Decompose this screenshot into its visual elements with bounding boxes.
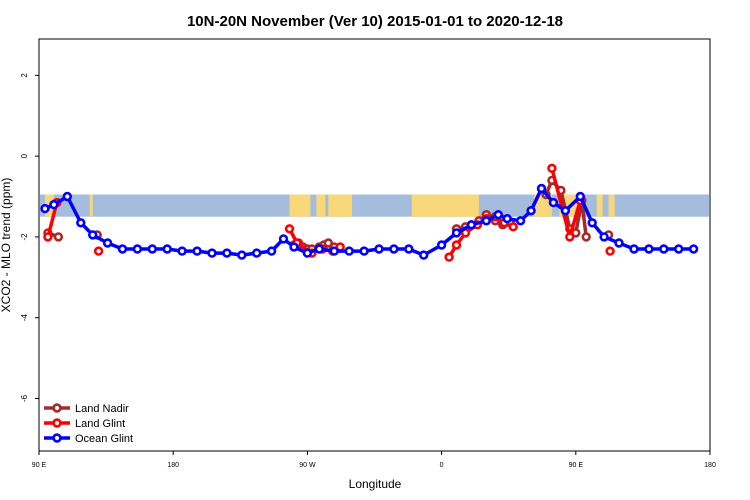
data-point [278,234,289,244]
data-point [659,244,669,254]
data-point [289,242,299,252]
data-point [548,197,559,208]
legend-marker [52,433,62,443]
data-point [419,250,429,260]
data-point [192,246,202,256]
data-point [688,244,699,254]
data-point [62,191,73,202]
land-segment-4 [328,194,353,217]
map-band [40,194,709,217]
x-tick-label: 180 [167,462,179,469]
data-point [329,246,339,256]
data-point [444,252,454,262]
data-point [515,216,526,226]
data-point [323,238,333,248]
legend: Land Nadir Land Glint Ocean Glint [44,403,133,445]
data-point [162,244,172,254]
data-point [117,244,128,254]
data-point [49,199,59,210]
data-point [314,244,324,254]
x-tick-label: 90 E [569,462,584,469]
data-point [560,206,571,216]
legend-item: Land Glint [44,418,125,430]
x-tick-label: 90 W [299,462,316,469]
series-ocean-glint [40,183,699,260]
data-point [266,246,277,256]
data-point [502,214,512,224]
data-point [451,240,462,250]
x-tick-label: 0 [440,462,444,469]
data-point [177,246,187,256]
data-point [605,246,615,256]
axes: 90 E 180 90 W 0 90 E 180 -6 -4 -2 0 2 [20,73,716,469]
chart-title: 10N-20N November (Ver 10) 2015-01-01 to … [187,13,563,30]
y-tick-label: -4 [20,314,29,322]
data-point [581,232,591,242]
data-point [614,238,624,248]
legend-item: Ocean Glint [44,433,133,445]
land-segment-9 [608,194,615,217]
y-tick-label: -6 [20,394,29,402]
data-point [207,248,217,258]
land-segment-3 [316,194,326,217]
x-tick-label: 180 [704,462,716,469]
data-point [302,248,313,258]
data-point [493,210,503,220]
data-point [222,248,232,258]
legend-marker [52,403,62,413]
data-point [252,248,262,258]
data-point [53,232,64,242]
data-point [451,228,462,238]
data-point [237,250,247,260]
y-tick-label: 2 [20,73,29,78]
data-point [644,244,654,254]
data-point [404,244,414,254]
data-point [587,218,597,228]
data-point [466,220,477,230]
land-segment-5 [411,194,479,217]
data-point [344,246,354,256]
plot-frame [38,38,711,452]
legend-label: Ocean Glint [75,433,133,445]
land-segment-6 [534,194,552,217]
data-point [374,244,384,254]
data-point [132,244,143,254]
land-segment-8 [596,194,603,217]
data-point [87,230,98,240]
series-layer [40,163,699,262]
legend-label: Land Nadir [75,403,129,415]
data-point [536,183,547,194]
land-segment-1 [89,194,93,217]
data-point [481,216,491,226]
y-tick-label: -2 [20,233,29,241]
y-tick-label: 0 [20,153,29,158]
data-point [93,246,104,256]
data-point [76,218,86,228]
data-point [147,244,158,254]
land-segment-2 [289,194,311,217]
data-point [102,238,113,248]
data-point [436,240,447,250]
data-point [526,206,536,216]
data-point [673,244,684,254]
data-point [389,244,399,254]
legend-marker [52,418,62,428]
data-point [359,246,369,256]
data-point [43,232,53,242]
data-point [565,232,575,242]
y-axis-label: XCO2 - MLO trend (ppm) [0,178,13,313]
legend-label: Land Glint [75,418,125,430]
legend-item: Land Nadir [44,403,129,415]
x-axis-label: Longitude [349,477,402,491]
data-point [575,191,585,202]
data-point [629,244,639,254]
x-tick-label: 90 E [32,462,47,469]
data-point [599,232,609,242]
data-point [547,163,557,174]
data-point [508,222,518,232]
data-point [40,203,50,214]
data-point [284,224,295,234]
